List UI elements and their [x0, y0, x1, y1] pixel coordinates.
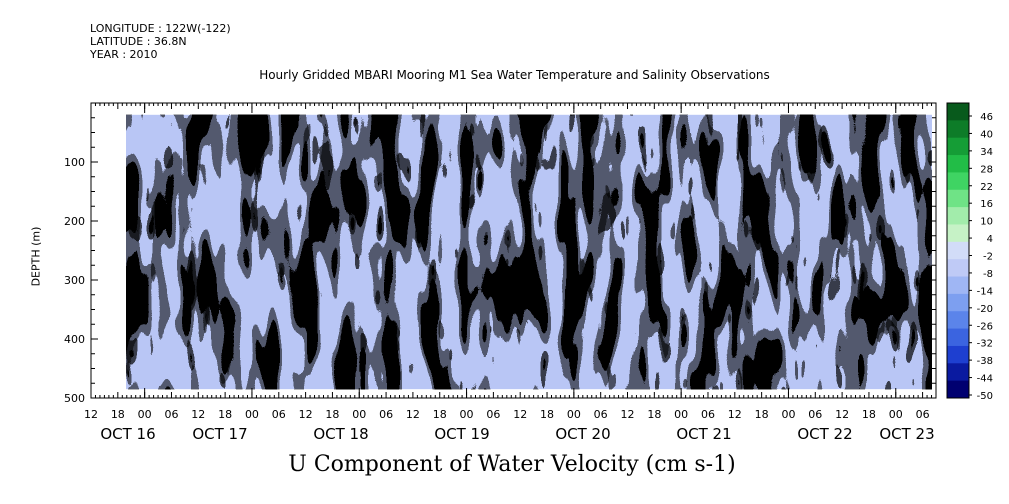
x-day-label: OCT 16	[100, 425, 155, 443]
y-tick-label: 300	[64, 274, 85, 287]
x-hour-tick-label: 06	[701, 408, 715, 421]
x-hour-tick-label: 12	[621, 408, 635, 421]
x-hour-tick-label: 12	[191, 408, 205, 421]
longitude-label: LONGITUDE : 122W(-122)	[90, 22, 231, 35]
field-blue-strong-patches	[126, 114, 932, 390]
x-hour-tick-label: 18	[325, 408, 339, 421]
x-hour-tick-label: 06	[272, 408, 286, 421]
colorbar-label: -2	[983, 252, 993, 263]
colorbar-label: 46	[980, 112, 993, 123]
y-axis-ticks: 100 200 300 400 500	[64, 102, 936, 405]
colorbar-label: 28	[980, 164, 993, 175]
colorbar-label: -20	[977, 304, 993, 315]
x-hour-tick-label: 18	[540, 408, 554, 421]
year-label: YEAR : 2010	[90, 48, 158, 61]
colorbar-label: -44	[977, 374, 993, 385]
y-tick-label: 100	[64, 156, 85, 169]
colorbar-label: 22	[980, 182, 993, 193]
x-hour-tick-label: 00	[460, 408, 474, 421]
x-hour-tick-label: 00	[567, 408, 581, 421]
colorbar-swatch	[947, 380, 969, 399]
colorbar-label: 16	[980, 199, 993, 210]
x-hour-tick-label: 00	[245, 408, 259, 421]
x-hour-tick-label: 18	[111, 408, 125, 421]
x-day-label: OCT 17	[192, 425, 247, 443]
x-day-label: OCT 23	[879, 425, 934, 443]
latitude-label: LATITUDE : 36.8N	[90, 35, 187, 48]
colorbar-swatch	[947, 137, 969, 156]
x-hour-tick-label: 18	[755, 408, 769, 421]
x-hour-tick-label: 18	[647, 408, 661, 421]
y-tick-label: 500	[64, 392, 85, 405]
x-hour-tick-label: 00	[674, 408, 688, 421]
colorbar-label: -8	[983, 269, 993, 280]
colorbar-label: -50	[977, 391, 993, 402]
x-hour-tick-label: 18	[433, 408, 447, 421]
x-hour-tick-label: 06	[916, 408, 930, 421]
colorbar-swatch	[947, 172, 969, 191]
colorbar-swatch	[947, 311, 969, 330]
metadata-block: LONGITUDE : 122W(-122) LATITUDE : 36.8N …	[90, 22, 231, 61]
colorbar-swatch	[947, 276, 969, 295]
x-hour-tick-label: 18	[218, 408, 232, 421]
colorbar-swatch	[947, 189, 969, 208]
colorbar-label: 4	[987, 234, 993, 245]
colorbar-label: 40	[980, 129, 993, 140]
y-tick-label: 200	[64, 215, 85, 228]
x-hour-tick-label: 12	[835, 408, 849, 421]
x-hour-tick-label: 06	[808, 408, 822, 421]
colorbar-swatch	[947, 103, 969, 121]
colorbar-swatch	[947, 224, 969, 243]
y-tick-label: 400	[64, 333, 85, 346]
x-hour-tick-label: 18	[862, 408, 876, 421]
velocity-field	[126, 114, 932, 390]
x-hour-tick-label: 12	[513, 408, 527, 421]
colorbar-swatch	[947, 328, 969, 347]
x-hour-tick-label: 12	[299, 408, 313, 421]
x-day-label: OCT 20	[555, 425, 610, 443]
colorbar: 46 40 34 28 22 16 10 4 -2 -8 -14 -20 -26 -32 -38 -44 -50	[946, 102, 993, 402]
x-hour-tick-label: 00	[781, 408, 795, 421]
colorbar-swatch	[947, 363, 969, 382]
x-hour-tick-label: 12	[84, 408, 98, 421]
colorbar-label: 34	[980, 147, 993, 158]
colorbar-label: -38	[977, 356, 993, 367]
colorbar-frame	[946, 102, 970, 399]
x-hour-tick-label: 12	[728, 408, 742, 421]
colorbar-swatch	[947, 207, 969, 225]
x-hour-tick-label: 06	[486, 408, 500, 421]
colorbar-label: -32	[977, 339, 993, 350]
colorbar-swatch	[947, 120, 969, 139]
colorbar-swatch	[947, 155, 969, 173]
x-day-label: OCT 22	[797, 425, 852, 443]
x-day-label: OCT 21	[676, 425, 731, 443]
x-axis-ticks: 12 18 00 06 12 18 00 06 12 18 00 06 12 18 00 06 12 18 00 06…	[84, 103, 937, 443]
colorbar-label: 10	[980, 217, 993, 228]
x-day-label: OCT 19	[434, 425, 489, 443]
x-hour-tick-label: 06	[379, 408, 393, 421]
x-hour-tick-label: 00	[352, 408, 366, 421]
x-hour-tick-label: 06	[164, 408, 178, 421]
colorbar-swatch	[947, 259, 969, 278]
x-hour-tick-label: 06	[594, 408, 608, 421]
x-hour-tick-label: 00	[889, 408, 903, 421]
colorbar-swatch	[947, 293, 969, 312]
colorbar-swatch	[947, 241, 969, 260]
colorbar-label: -14	[977, 286, 993, 297]
x-day-label: OCT 18	[313, 425, 368, 443]
colorbar-swatch	[947, 345, 969, 364]
colorbar-label: -26	[977, 321, 993, 332]
x-hour-tick-label: 12	[406, 408, 420, 421]
variable-title: U Component of Water Velocity (cm s-1)	[288, 452, 736, 477]
chart-title: Hourly Gridded MBARI Mooring M1 Sea Wate…	[259, 68, 770, 82]
x-hour-tick-label: 00	[138, 408, 152, 421]
